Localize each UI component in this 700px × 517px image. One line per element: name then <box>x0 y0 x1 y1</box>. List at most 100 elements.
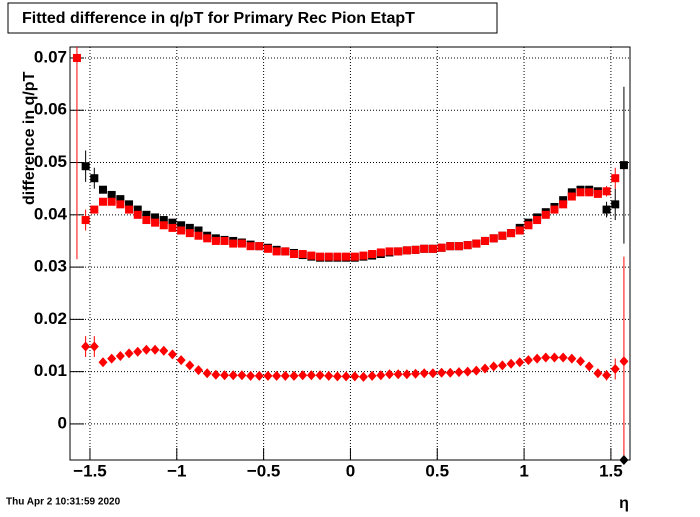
marker <box>81 341 91 352</box>
marker <box>481 236 490 245</box>
marker <box>480 363 490 374</box>
marker <box>220 370 230 381</box>
chart-title: Fitted difference in q/pT for Primary Re… <box>22 10 415 27</box>
marker <box>167 349 177 360</box>
marker <box>89 341 99 352</box>
marker <box>393 369 403 380</box>
marker <box>358 371 368 382</box>
marker <box>619 356 629 367</box>
marker <box>159 216 168 225</box>
marker <box>159 345 169 356</box>
marker <box>541 352 551 363</box>
marker <box>81 216 90 225</box>
marker <box>237 239 246 248</box>
marker <box>228 370 238 381</box>
marker <box>523 355 533 366</box>
x-tick-label: 0 <box>346 461 355 480</box>
marker <box>185 229 194 238</box>
marker <box>567 192 576 201</box>
marker <box>341 371 351 382</box>
marker <box>263 244 272 253</box>
marker <box>115 350 125 361</box>
marker <box>584 361 594 372</box>
y-tick-label: 0.05 <box>34 152 67 171</box>
marker <box>133 205 142 214</box>
marker <box>116 200 125 209</box>
marker <box>98 197 107 206</box>
x-tick-label: −1 <box>167 461 186 480</box>
marker <box>463 366 473 377</box>
y-tick-label: 0.03 <box>34 257 67 276</box>
marker <box>116 195 125 204</box>
marker <box>98 357 108 368</box>
marker <box>376 370 386 381</box>
marker <box>376 248 385 257</box>
y-tick-label: 0.06 <box>34 100 67 119</box>
marker <box>498 231 507 240</box>
marker <box>611 200 620 209</box>
marker <box>324 370 334 381</box>
marker <box>619 455 629 465</box>
marker <box>194 231 203 240</box>
marker <box>324 252 333 261</box>
marker <box>610 364 620 375</box>
marker <box>593 368 603 379</box>
marker <box>151 218 160 227</box>
marker <box>342 252 351 261</box>
marker <box>506 358 516 369</box>
marker <box>333 252 342 261</box>
marker <box>307 251 316 260</box>
x-tick-label: −0.5 <box>247 461 281 480</box>
y-tick-label: 0.04 <box>34 204 68 223</box>
marker <box>541 210 550 219</box>
marker <box>350 371 360 382</box>
marker <box>602 370 612 381</box>
marker <box>411 245 420 254</box>
marker <box>446 242 455 251</box>
marker <box>81 162 90 171</box>
marker <box>559 200 568 209</box>
marker <box>168 218 177 227</box>
marker <box>576 188 585 197</box>
marker <box>211 369 221 380</box>
marker <box>567 188 576 197</box>
marker <box>98 185 107 194</box>
x-tick-label: 0.5 <box>425 461 449 480</box>
marker <box>359 251 368 260</box>
marker <box>124 348 134 359</box>
marker <box>142 210 151 219</box>
y-tick-label: 0.02 <box>34 309 67 328</box>
marker <box>567 353 577 364</box>
marker <box>367 370 377 381</box>
marker <box>593 189 602 198</box>
marker <box>90 205 99 214</box>
marker <box>550 205 559 214</box>
marker <box>350 252 359 261</box>
marker <box>185 360 195 371</box>
marker <box>107 353 117 364</box>
marker <box>194 226 203 235</box>
marker <box>602 205 611 214</box>
marker <box>177 226 186 235</box>
marker <box>254 370 264 381</box>
marker <box>394 247 403 256</box>
marker <box>489 361 499 372</box>
marker <box>202 368 212 379</box>
marker <box>549 352 559 363</box>
marker <box>90 174 99 183</box>
marker <box>289 370 299 381</box>
marker <box>133 346 143 357</box>
y-axis-label: difference in q/pT <box>21 71 38 205</box>
y-tick-label: 0.01 <box>34 361 67 380</box>
plot-frame <box>69 46 631 461</box>
marker <box>151 213 160 222</box>
marker <box>332 371 342 382</box>
marker <box>585 188 594 197</box>
marker <box>497 360 507 371</box>
marker <box>368 250 377 259</box>
marker <box>524 221 533 230</box>
marker <box>220 236 229 245</box>
marker <box>316 252 325 261</box>
marker <box>306 370 316 381</box>
marker <box>290 250 298 259</box>
